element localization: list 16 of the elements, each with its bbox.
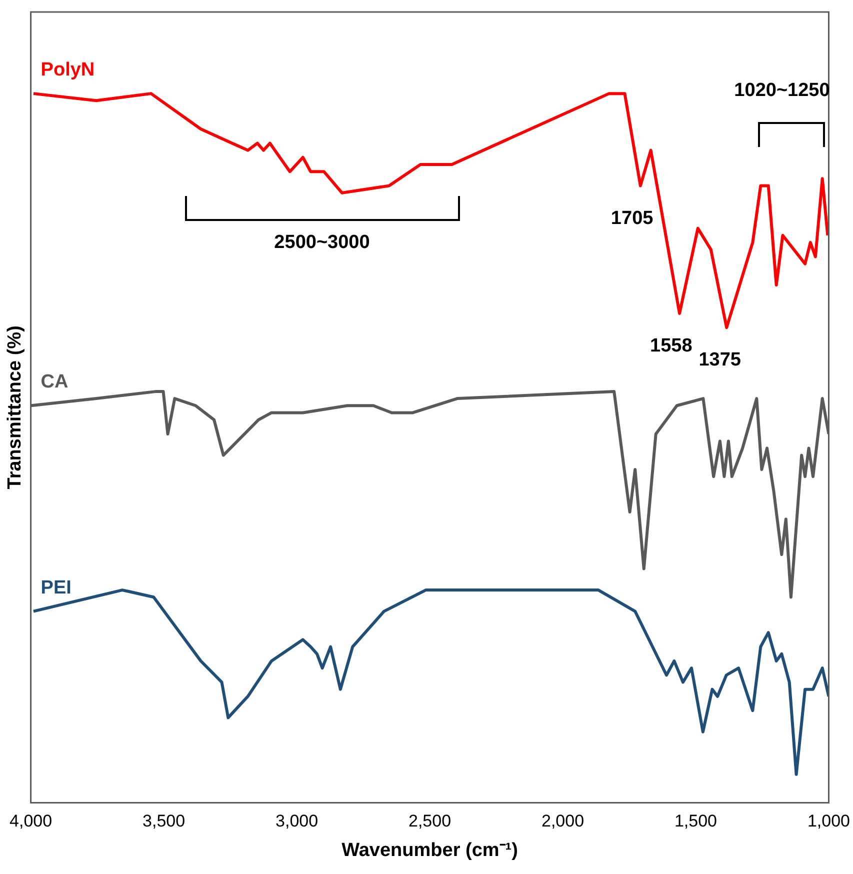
x-tick-label: 1,000 (807, 812, 850, 831)
x-tick-label: 4,000 (10, 812, 52, 831)
annotation: 2500~3000 (274, 232, 370, 254)
x-tick-label: 2,500 (408, 812, 452, 831)
annotation: 1705 (610, 208, 654, 229)
x-tick-label: 2,000 (541, 812, 584, 831)
annotation: 1558 (650, 335, 692, 356)
annotation: 1375 (698, 350, 742, 371)
series-label: PEI (40, 577, 72, 598)
x-axis-title: Wavenumber (cm⁻¹) (342, 840, 518, 861)
series-label: PolyN (40, 60, 95, 81)
x-tick-label: 1,500 (674, 812, 718, 831)
series-label: CA (40, 372, 69, 393)
x-tick-label: 3,000 (276, 812, 318, 831)
y-axis-title: Transmittance (%) (4, 326, 26, 490)
x-tick-label: 3,500 (142, 812, 186, 831)
